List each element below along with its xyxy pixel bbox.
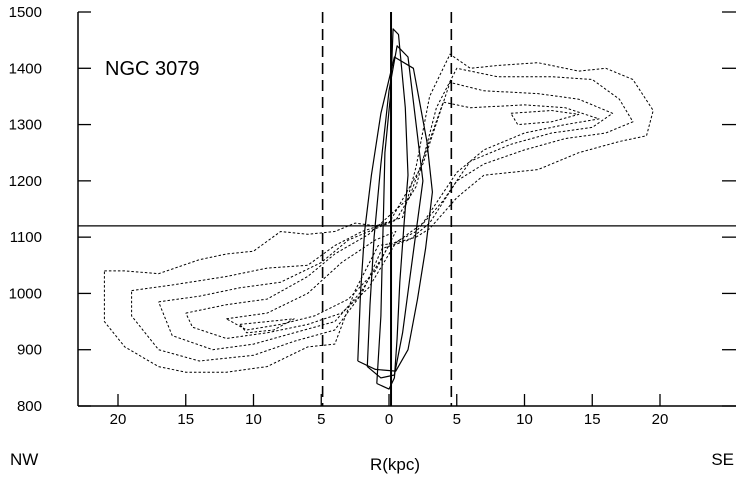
- y-tick-label-1300: 1300: [9, 117, 42, 134]
- dotted-contour-1: [131, 67, 634, 362]
- y-tick-label-900: 900: [17, 342, 42, 359]
- x-tick-label-3: 5: [317, 411, 325, 428]
- dotted-contour-5: [239, 318, 295, 334]
- x-tick-label-6: 10: [516, 411, 533, 428]
- reference-lines: [78, 12, 736, 406]
- x-tick-label-7: 15: [584, 411, 601, 428]
- y-tick-label-1500: 1500: [9, 4, 42, 21]
- y-tick-label-1100: 1100: [10, 229, 42, 246]
- y-tick-label-1400: 1400: [9, 60, 42, 77]
- solid-contour-group: [357, 28, 433, 390]
- galaxy-label: NGC 3079: [105, 58, 200, 80]
- x-axis-ticks: 20 15 10 5 0 5 10 15 20: [110, 394, 669, 428]
- x-tick-label-1: 15: [177, 411, 194, 428]
- y-tick-label-1000: 1000: [9, 285, 42, 302]
- dotted-contour-2: [158, 81, 614, 351]
- nw-label: NW: [10, 450, 38, 469]
- x-tick-label-5: 5: [453, 411, 461, 428]
- x-tick-label-8: 20: [652, 411, 669, 428]
- y-tick-label-800: 800: [17, 398, 42, 415]
- solid-contour-0: [376, 28, 409, 390]
- plot-frame: [77, 12, 736, 407]
- solid-contour-1: [366, 45, 424, 379]
- y-tick-label-1200: 1200: [9, 173, 42, 190]
- x-axis-title: R(kpc): [370, 455, 420, 474]
- dotted-contour-0: [103, 53, 654, 373]
- y-axis-ticks: 800 900 1000 1100 1200 1300 1400 1500: [9, 4, 736, 415]
- dotted-contour-3: [185, 101, 600, 339]
- dotted-contour-6: [510, 110, 580, 126]
- x-tick-label-4: 0: [385, 411, 393, 428]
- x-tick-label-0: 20: [110, 411, 127, 428]
- se-label: SE: [711, 450, 734, 469]
- dotted-contour-group: [103, 53, 654, 373]
- x-tick-label-2: 10: [245, 411, 262, 428]
- solid-contour-2: [357, 56, 433, 372]
- dotted-contour-4: [226, 231, 397, 331]
